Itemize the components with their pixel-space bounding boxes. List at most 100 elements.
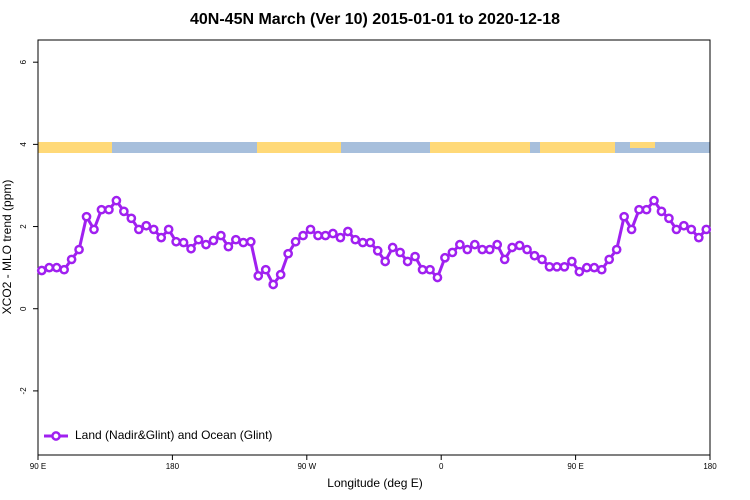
data-point: [656, 206, 667, 217]
data-point: [626, 224, 637, 235]
data-point: [126, 213, 137, 224]
data-point: [552, 261, 562, 272]
chart-title: 40N-45N March (Ver 10) 2015-01-01 to 202…: [190, 11, 560, 28]
land-strip: [38, 142, 112, 153]
data-point: [283, 248, 293, 259]
data-point: [440, 252, 450, 263]
data-point: [402, 256, 413, 267]
x-axis-label: Longitude (deg E): [327, 476, 422, 490]
data-point: [567, 256, 577, 267]
legend-label: Land (Nadir&Glint) and Ocean (Glint): [75, 428, 272, 442]
y-tick-label: 6: [19, 59, 28, 64]
data-point: [372, 245, 383, 256]
data-point: [96, 204, 107, 215]
x-tick-label: 90 E: [30, 462, 46, 471]
data-point: [469, 239, 480, 250]
land-strip: [430, 142, 530, 153]
data-point: [313, 230, 323, 241]
data-point: [328, 228, 338, 239]
data-point: [679, 220, 689, 231]
data-point: [507, 242, 517, 253]
data-point: [395, 247, 405, 258]
data-point: [343, 226, 353, 237]
data-point: [36, 265, 47, 276]
data-point: [201, 239, 211, 250]
data-point: [537, 254, 547, 265]
data-point: [380, 256, 391, 267]
data-point: [529, 250, 540, 261]
data-point: [693, 232, 704, 243]
data-point: [499, 254, 510, 265]
y-tick-label: 0: [19, 306, 28, 311]
y-axis-label: XCO2 - MLO trend (ppm): [0, 180, 14, 315]
data-point: [156, 232, 167, 243]
data-point: [163, 224, 174, 235]
data-point: [492, 239, 503, 250]
data-point: [387, 242, 398, 253]
land-strip: [630, 142, 655, 148]
data-point: [268, 279, 279, 290]
y-tick-label: 2: [19, 224, 28, 229]
data-point: [81, 211, 92, 222]
data-point: [522, 244, 532, 255]
data-point: [686, 224, 697, 235]
land-strip: [257, 142, 341, 153]
data-point: [119, 206, 129, 217]
data-point: [133, 224, 144, 235]
data-point: [581, 262, 592, 273]
x-tick-label: 180: [703, 462, 717, 471]
data-point: [290, 236, 301, 247]
data-point: [231, 234, 241, 245]
data-point: [365, 237, 376, 248]
data-point: [596, 264, 607, 275]
data-point: [186, 243, 196, 254]
data-point: [447, 247, 458, 258]
data-point: [245, 236, 256, 247]
data-point: [193, 234, 204, 245]
data-point: [477, 244, 488, 255]
data-point: [253, 271, 264, 281]
data-point: [701, 224, 712, 235]
data-point: [589, 262, 600, 273]
data-point: [298, 230, 308, 241]
data-point: [111, 195, 122, 206]
ocean-strip: [38, 142, 710, 153]
data-point: [514, 240, 525, 251]
data-point: [357, 237, 368, 248]
data-point: [74, 244, 84, 255]
data-point: [641, 204, 652, 215]
land-strip: [540, 142, 615, 153]
data-point: [148, 224, 159, 235]
legend-marker: [51, 431, 61, 441]
data-point: [320, 230, 331, 241]
data-point: [410, 251, 420, 262]
data-point: [671, 224, 682, 235]
data-point: [619, 211, 629, 222]
data-point: [89, 224, 99, 235]
data-point: [350, 234, 361, 245]
x-tick-label: 0: [439, 462, 444, 471]
data-point: [275, 269, 286, 280]
data-point: [574, 266, 585, 277]
data-point: [305, 224, 316, 235]
data-point: [335, 232, 346, 243]
data-point: [104, 204, 114, 215]
data-point: [462, 244, 473, 255]
data-point: [432, 272, 443, 283]
y-tick-label: 4: [19, 142, 28, 147]
x-tick-label: 90 W: [297, 462, 316, 471]
data-point: [223, 241, 234, 252]
data-point: [238, 237, 249, 248]
data-point: [59, 264, 69, 275]
data-point: [66, 254, 77, 265]
data-point: [260, 264, 271, 275]
x-tick-label: 180: [166, 462, 180, 471]
data-point: [455, 239, 465, 250]
data-point: [604, 254, 615, 265]
data-point: [611, 244, 622, 255]
data-point: [44, 262, 55, 273]
data-point: [178, 237, 189, 248]
data-point: [51, 262, 62, 273]
data-point: [649, 195, 659, 206]
